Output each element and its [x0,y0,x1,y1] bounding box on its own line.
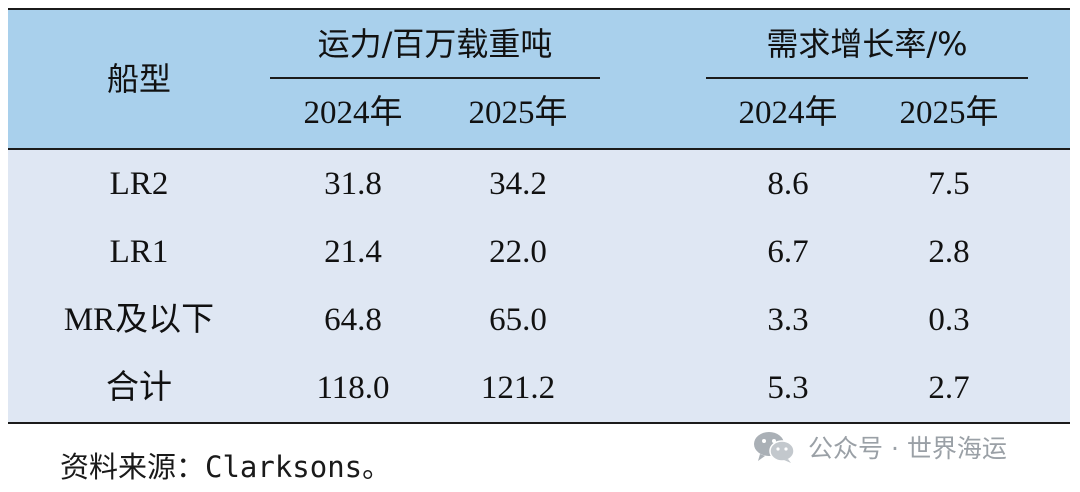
row-total-type: 合计 [106,369,172,406]
watermark: 公众号 · 世界海运 [752,429,1007,465]
table-header-background [8,10,1070,148]
table-top-rule [8,8,1070,10]
header-capacity-group: 运力/百万载重吨 [317,24,553,63]
row-mr-dem-2025: 0.3 [928,301,970,338]
row-total-cap-2024: 118.0 [316,369,390,406]
row-lr2-cap-2024: 31.8 [324,165,382,202]
source-note: 资料来源：Clarksons。 [60,450,392,484]
header-capacity-2025: 2025年 [468,95,568,131]
row-lr1-cap-2025: 22.0 [489,233,547,270]
row-lr1-cap-2024: 21.4 [324,233,382,270]
row-lr1-dem-2025: 2.8 [928,233,970,270]
row-lr1-dem-2024: 6.7 [767,233,809,270]
header-demand-2024: 2024年 [738,95,838,131]
demand-group-underline [706,77,1028,79]
data-table: 船型 运力/百万载重吨 需求增长率/% 2024年 2025年 2024年 20… [8,8,1070,424]
table-bottom-rule [8,422,1070,424]
row-mr-type: MR及以下 [63,301,215,338]
header-demand-2025: 2025年 [899,95,999,131]
row-lr2-cap-2025: 34.2 [489,165,547,202]
wechat-icon [754,432,795,463]
capacity-group-underline [270,77,600,79]
row-mr-cap-2025: 65.0 [489,301,547,338]
header-ship-type: 船型 [106,60,171,98]
watermark-text: 公众号 · 世界海运 [808,434,1007,463]
row-total-dem-2025: 2.7 [928,369,970,406]
row-total-dem-2024: 5.3 [767,369,809,406]
row-mr-cap-2024: 64.8 [324,301,382,338]
row-mr-dem-2024: 3.3 [767,301,809,338]
table-body-background [8,150,1070,422]
row-lr2-type: LR2 [109,165,169,202]
row-total-cap-2025: 121.2 [480,369,556,406]
table-header-rule [8,148,1070,150]
row-lr1-type: LR1 [109,233,169,270]
header-capacity-2024: 2024年 [303,95,403,131]
header-demand-group: 需求增长率/% [766,24,968,63]
row-lr2-dem-2024: 8.6 [767,165,809,202]
row-lr2-dem-2025: 7.5 [928,165,970,202]
